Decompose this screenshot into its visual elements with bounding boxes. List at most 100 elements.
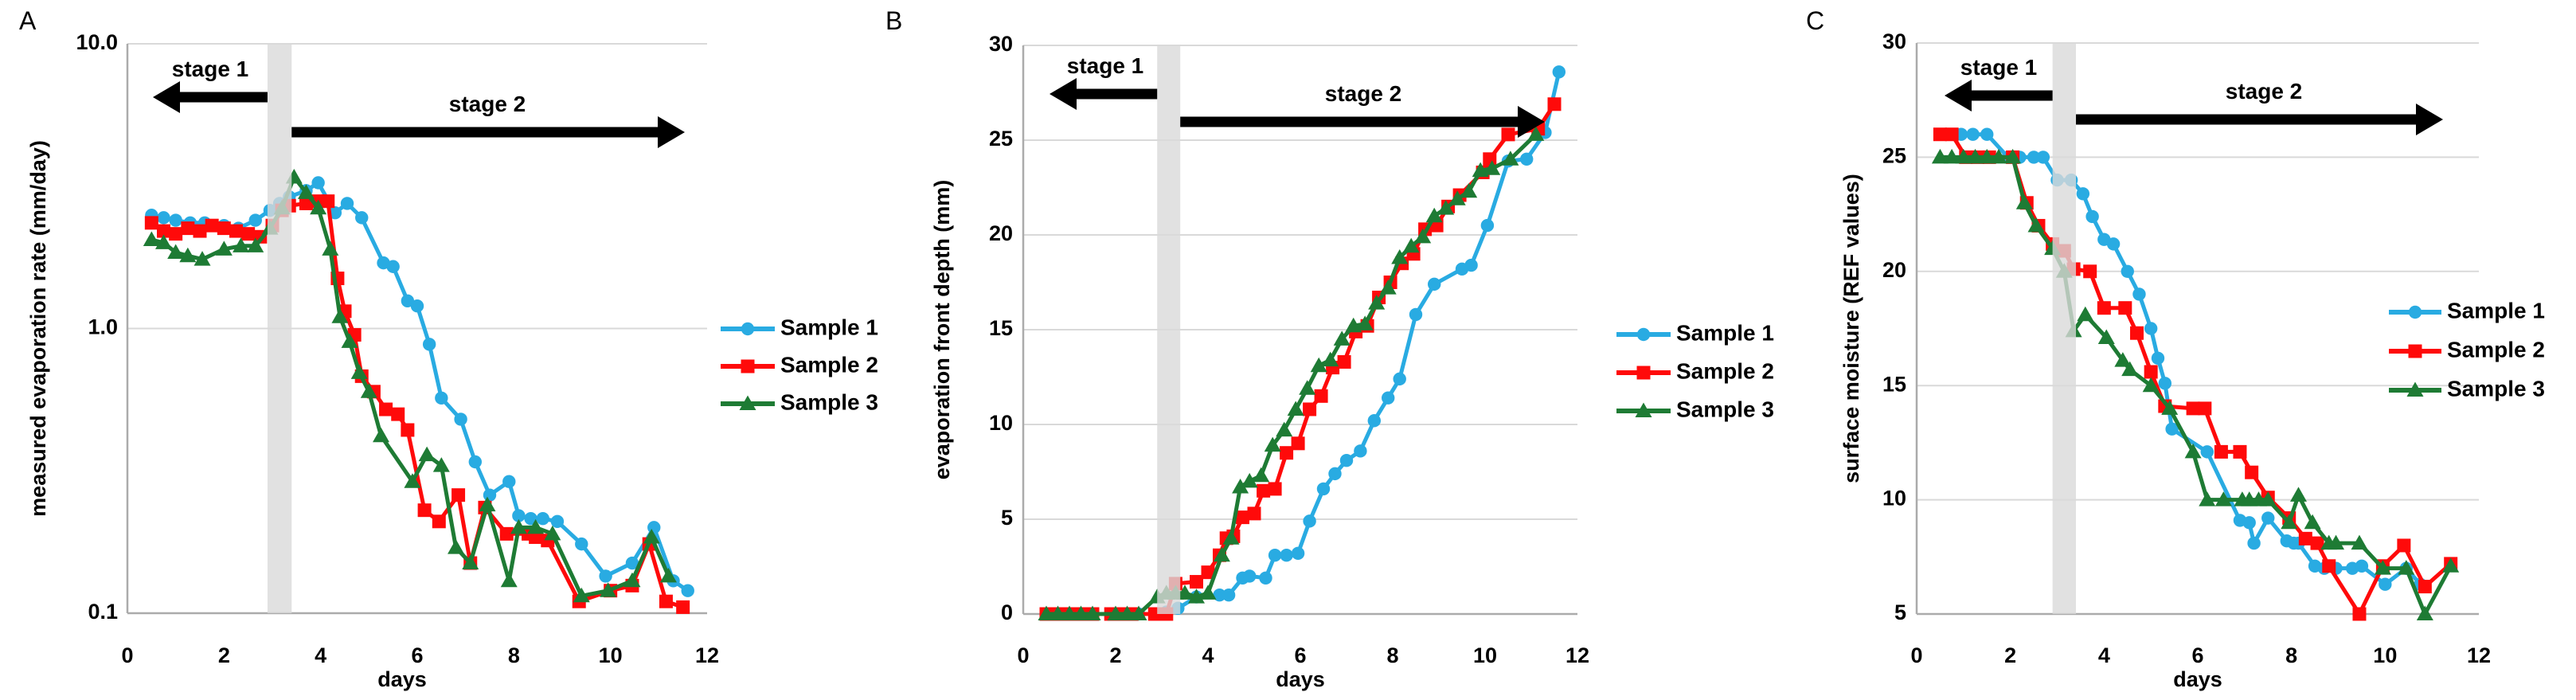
legend-label: Sample 3	[2447, 376, 2545, 401]
data-point-marker	[2085, 209, 2099, 224]
data-point-marker	[310, 199, 327, 215]
data-point-marker	[1268, 482, 1282, 496]
data-point-marker	[1310, 357, 1327, 373]
data-point-marker	[1268, 549, 1282, 562]
series-line	[1044, 102, 1557, 616]
data-point-marker	[155, 234, 172, 249]
legend-label: Sample 2	[1676, 358, 1774, 383]
data-point-marker	[2199, 491, 2216, 506]
data-point-marker	[1038, 605, 1055, 620]
data-point-marker	[1339, 454, 1354, 467]
series-sample-1	[145, 176, 694, 597]
data-point-marker	[331, 308, 349, 323]
data-point-marker	[1322, 351, 1339, 367]
data-point-marker	[1472, 162, 1489, 178]
data-point-marker	[1391, 249, 1409, 264]
data-point-marker	[1402, 237, 1420, 253]
data-point-marker	[1236, 510, 1249, 525]
x-tick-label: 0	[1910, 643, 1922, 667]
legend-item-sample-1: Sample 1	[1616, 320, 1774, 345]
x-tick-label: 6	[2191, 643, 2203, 667]
data-point-marker	[2281, 514, 2298, 530]
data-point-marker	[2121, 264, 2134, 278]
x-tick-label: 8	[508, 643, 520, 667]
y-tick-label: 25	[989, 127, 1013, 151]
y-tick-label: 15	[989, 316, 1013, 340]
data-point-marker	[401, 294, 415, 308]
data-point-marker	[454, 413, 467, 426]
data-point-marker	[2121, 361, 2139, 377]
data-point-marker	[1232, 479, 1249, 494]
data-point-marker	[451, 488, 466, 503]
data-point-marker	[623, 572, 641, 588]
stage2-label: stage 2	[2226, 79, 2303, 104]
data-point-marker	[2036, 151, 2050, 164]
data-point-marker	[1933, 127, 1947, 142]
data-point-marker	[1448, 190, 1466, 205]
data-point-marker	[468, 455, 482, 469]
data-point-marker	[2351, 534, 2368, 550]
data-point-marker	[625, 556, 639, 570]
y-tick-label: 30	[989, 32, 1013, 56]
data-point-marker	[1241, 472, 1258, 488]
data-point-marker	[1437, 200, 1455, 215]
legend-item-sample-2: Sample 2	[1616, 358, 1774, 383]
data-point-marker	[1280, 446, 1294, 460]
data-point-marker	[2186, 401, 2200, 416]
legend: Sample 1 Sample 2 Sample 3	[2389, 298, 2545, 401]
data-point-marker	[247, 237, 264, 252]
x-tick-label: 6	[411, 643, 423, 667]
stage1-arrow-bar	[1073, 88, 1158, 100]
data-point-marker	[233, 237, 250, 252]
stage2-arrow-bar	[1180, 116, 1521, 127]
data-point-marker	[2106, 237, 2121, 251]
data-point-marker	[1247, 506, 1261, 521]
stage1-arrowhead-icon	[1050, 78, 1077, 110]
legend: Sample 1 Sample 2 Sample 3	[1616, 320, 1774, 421]
data-point-marker	[1337, 354, 1351, 369]
x-tick-label: 2	[218, 643, 230, 667]
data-point-marker	[2352, 607, 2367, 621]
data-point-marker	[1356, 315, 1374, 330]
legend-square-icon	[1636, 366, 1651, 380]
data-point-marker	[2245, 465, 2259, 479]
legend-item-sample-2: Sample 2	[721, 352, 878, 377]
x-axis-title: days	[1276, 667, 1325, 691]
legend-item-sample-1: Sample 1	[721, 315, 878, 339]
series-sample-3	[1931, 148, 2460, 620]
data-point-marker	[322, 241, 339, 256]
data-point-marker	[417, 503, 432, 518]
data-point-marker	[2198, 401, 2212, 416]
data-point-marker	[1354, 444, 1367, 458]
x-axis-title: days	[2173, 667, 2222, 691]
data-point-marker	[2418, 580, 2432, 594]
legend-triangle-icon	[2406, 381, 2424, 397]
data-point-marker	[2132, 287, 2146, 301]
legend-item-sample-2: Sample 2	[2389, 337, 2545, 362]
data-point-marker	[2097, 329, 2115, 344]
y-tick-label: 1.0	[88, 315, 118, 339]
data-point-marker	[179, 247, 197, 263]
data-point-marker	[1393, 372, 1406, 386]
stage2-arrowhead-icon	[1518, 106, 1545, 138]
data-point-marker	[1980, 127, 1994, 141]
legend-label: Sample 2	[780, 352, 878, 377]
series-line	[1044, 132, 1538, 616]
stage-transition-band	[1157, 45, 1181, 614]
data-point-marker	[1345, 317, 1362, 333]
data-point-marker	[1955, 148, 1972, 164]
series-sample-3	[1038, 126, 1545, 620]
stage1-arrow-bar	[177, 92, 268, 103]
panel-label-c: C	[1806, 6, 1825, 35]
x-tick-label: 0	[121, 643, 133, 667]
data-point-marker	[410, 299, 424, 313]
data-point-marker	[1382, 391, 1395, 405]
data-point-marker	[550, 514, 565, 529]
data-point-marker	[1460, 182, 1478, 198]
data-point-marker	[391, 407, 405, 421]
series-line	[149, 199, 686, 609]
data-point-marker	[1291, 546, 1305, 561]
data-point-marker	[2289, 487, 2307, 502]
data-point-marker	[1464, 258, 1478, 272]
data-point-marker	[340, 197, 354, 210]
